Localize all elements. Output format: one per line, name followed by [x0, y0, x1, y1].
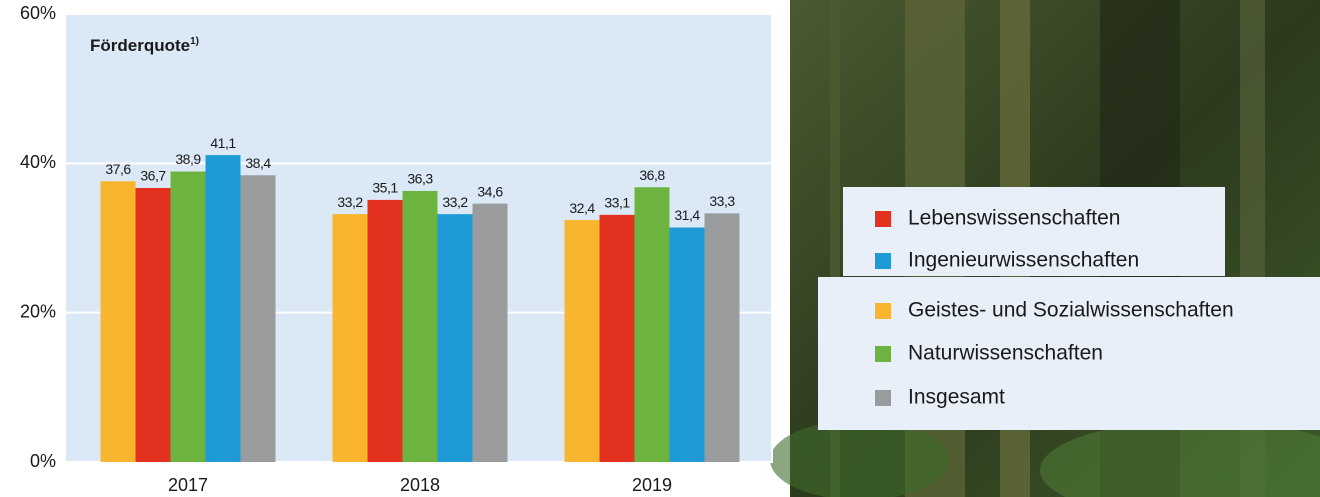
value-label: 33,1	[604, 195, 630, 211]
legend-label: Lebenswissenschaften	[908, 207, 1120, 230]
bar	[241, 175, 276, 462]
value-label: 36,7	[140, 168, 166, 184]
y-tick-label: 60%	[20, 3, 56, 23]
value-label: 38,9	[175, 151, 201, 167]
value-label: 32,4	[569, 200, 595, 216]
value-label: 31,4	[674, 207, 700, 223]
value-label: 33,2	[337, 194, 363, 210]
value-label: 34,6	[477, 183, 503, 199]
page: {"chart_data": {"type": "bar", "title": …	[0, 0, 1320, 497]
bar	[368, 200, 403, 462]
x-tick-label: 2018	[400, 475, 440, 495]
legend-label: Naturwissenschaften	[908, 342, 1103, 365]
value-label: 33,2	[442, 194, 468, 210]
value-label: 35,1	[372, 180, 398, 196]
y-tick-label: 40%	[20, 152, 56, 172]
value-label: 41,1	[210, 135, 236, 151]
bar	[635, 187, 670, 462]
x-tick-label: 2017	[168, 475, 208, 495]
legend-label: Geistes- und Sozialwissenschaften	[908, 299, 1234, 322]
title-text: Förderquote	[90, 36, 190, 55]
bar	[670, 228, 705, 462]
legend-swatch	[875, 346, 891, 362]
bar	[333, 214, 368, 462]
value-label: 37,6	[105, 161, 131, 177]
chart-title: Förderquote1)	[90, 36, 199, 56]
legend-label: Insgesamt	[908, 386, 1005, 409]
value-label: 33,3	[709, 193, 735, 209]
bar	[565, 220, 600, 462]
value-label: 36,3	[407, 171, 433, 187]
bar	[600, 215, 635, 462]
legend-swatch	[875, 253, 891, 269]
bar	[101, 181, 136, 462]
bar	[705, 213, 740, 462]
legend-swatch	[875, 211, 891, 227]
title-note: 1)	[190, 36, 199, 47]
chart: Förderquote1) 0% 20% 40% 60% 2017 37,6 36,7 38,…	[0, 0, 1320, 497]
value-label: 38,4	[245, 155, 271, 171]
bar	[136, 188, 171, 462]
legend-swatch	[875, 390, 891, 406]
bar	[403, 191, 438, 462]
y-tick-label: 0%	[30, 451, 56, 471]
x-tick-label: 2019	[632, 475, 672, 495]
bar	[473, 204, 508, 462]
bar	[171, 172, 206, 462]
y-tick-label: 20%	[20, 301, 56, 321]
legend-label: Ingenieurwissenschaften	[908, 249, 1139, 272]
legend-swatch	[875, 303, 891, 319]
bar	[438, 214, 473, 462]
value-label: 36,8	[639, 167, 665, 183]
bar	[206, 155, 241, 462]
